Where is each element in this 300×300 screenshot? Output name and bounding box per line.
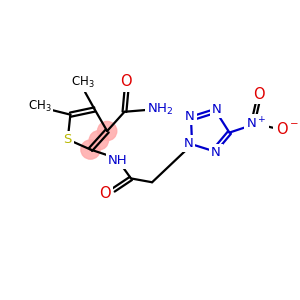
Text: O: O [99,186,111,201]
Text: NH: NH [108,154,127,166]
Circle shape [81,140,100,159]
Text: O$^-$: O$^-$ [276,121,299,137]
Circle shape [89,131,109,150]
Text: CH$_3$: CH$_3$ [71,75,95,90]
Text: N: N [185,110,195,123]
Text: CH$_3$: CH$_3$ [28,98,51,113]
Text: NH$_2$: NH$_2$ [147,102,173,117]
Text: S: S [64,133,72,146]
Text: N: N [212,103,221,116]
Circle shape [98,122,117,141]
Text: N: N [183,137,193,150]
Text: N$^+$: N$^+$ [246,116,267,132]
Text: O: O [121,74,132,89]
Text: N: N [211,146,220,159]
Text: O: O [254,87,265,102]
